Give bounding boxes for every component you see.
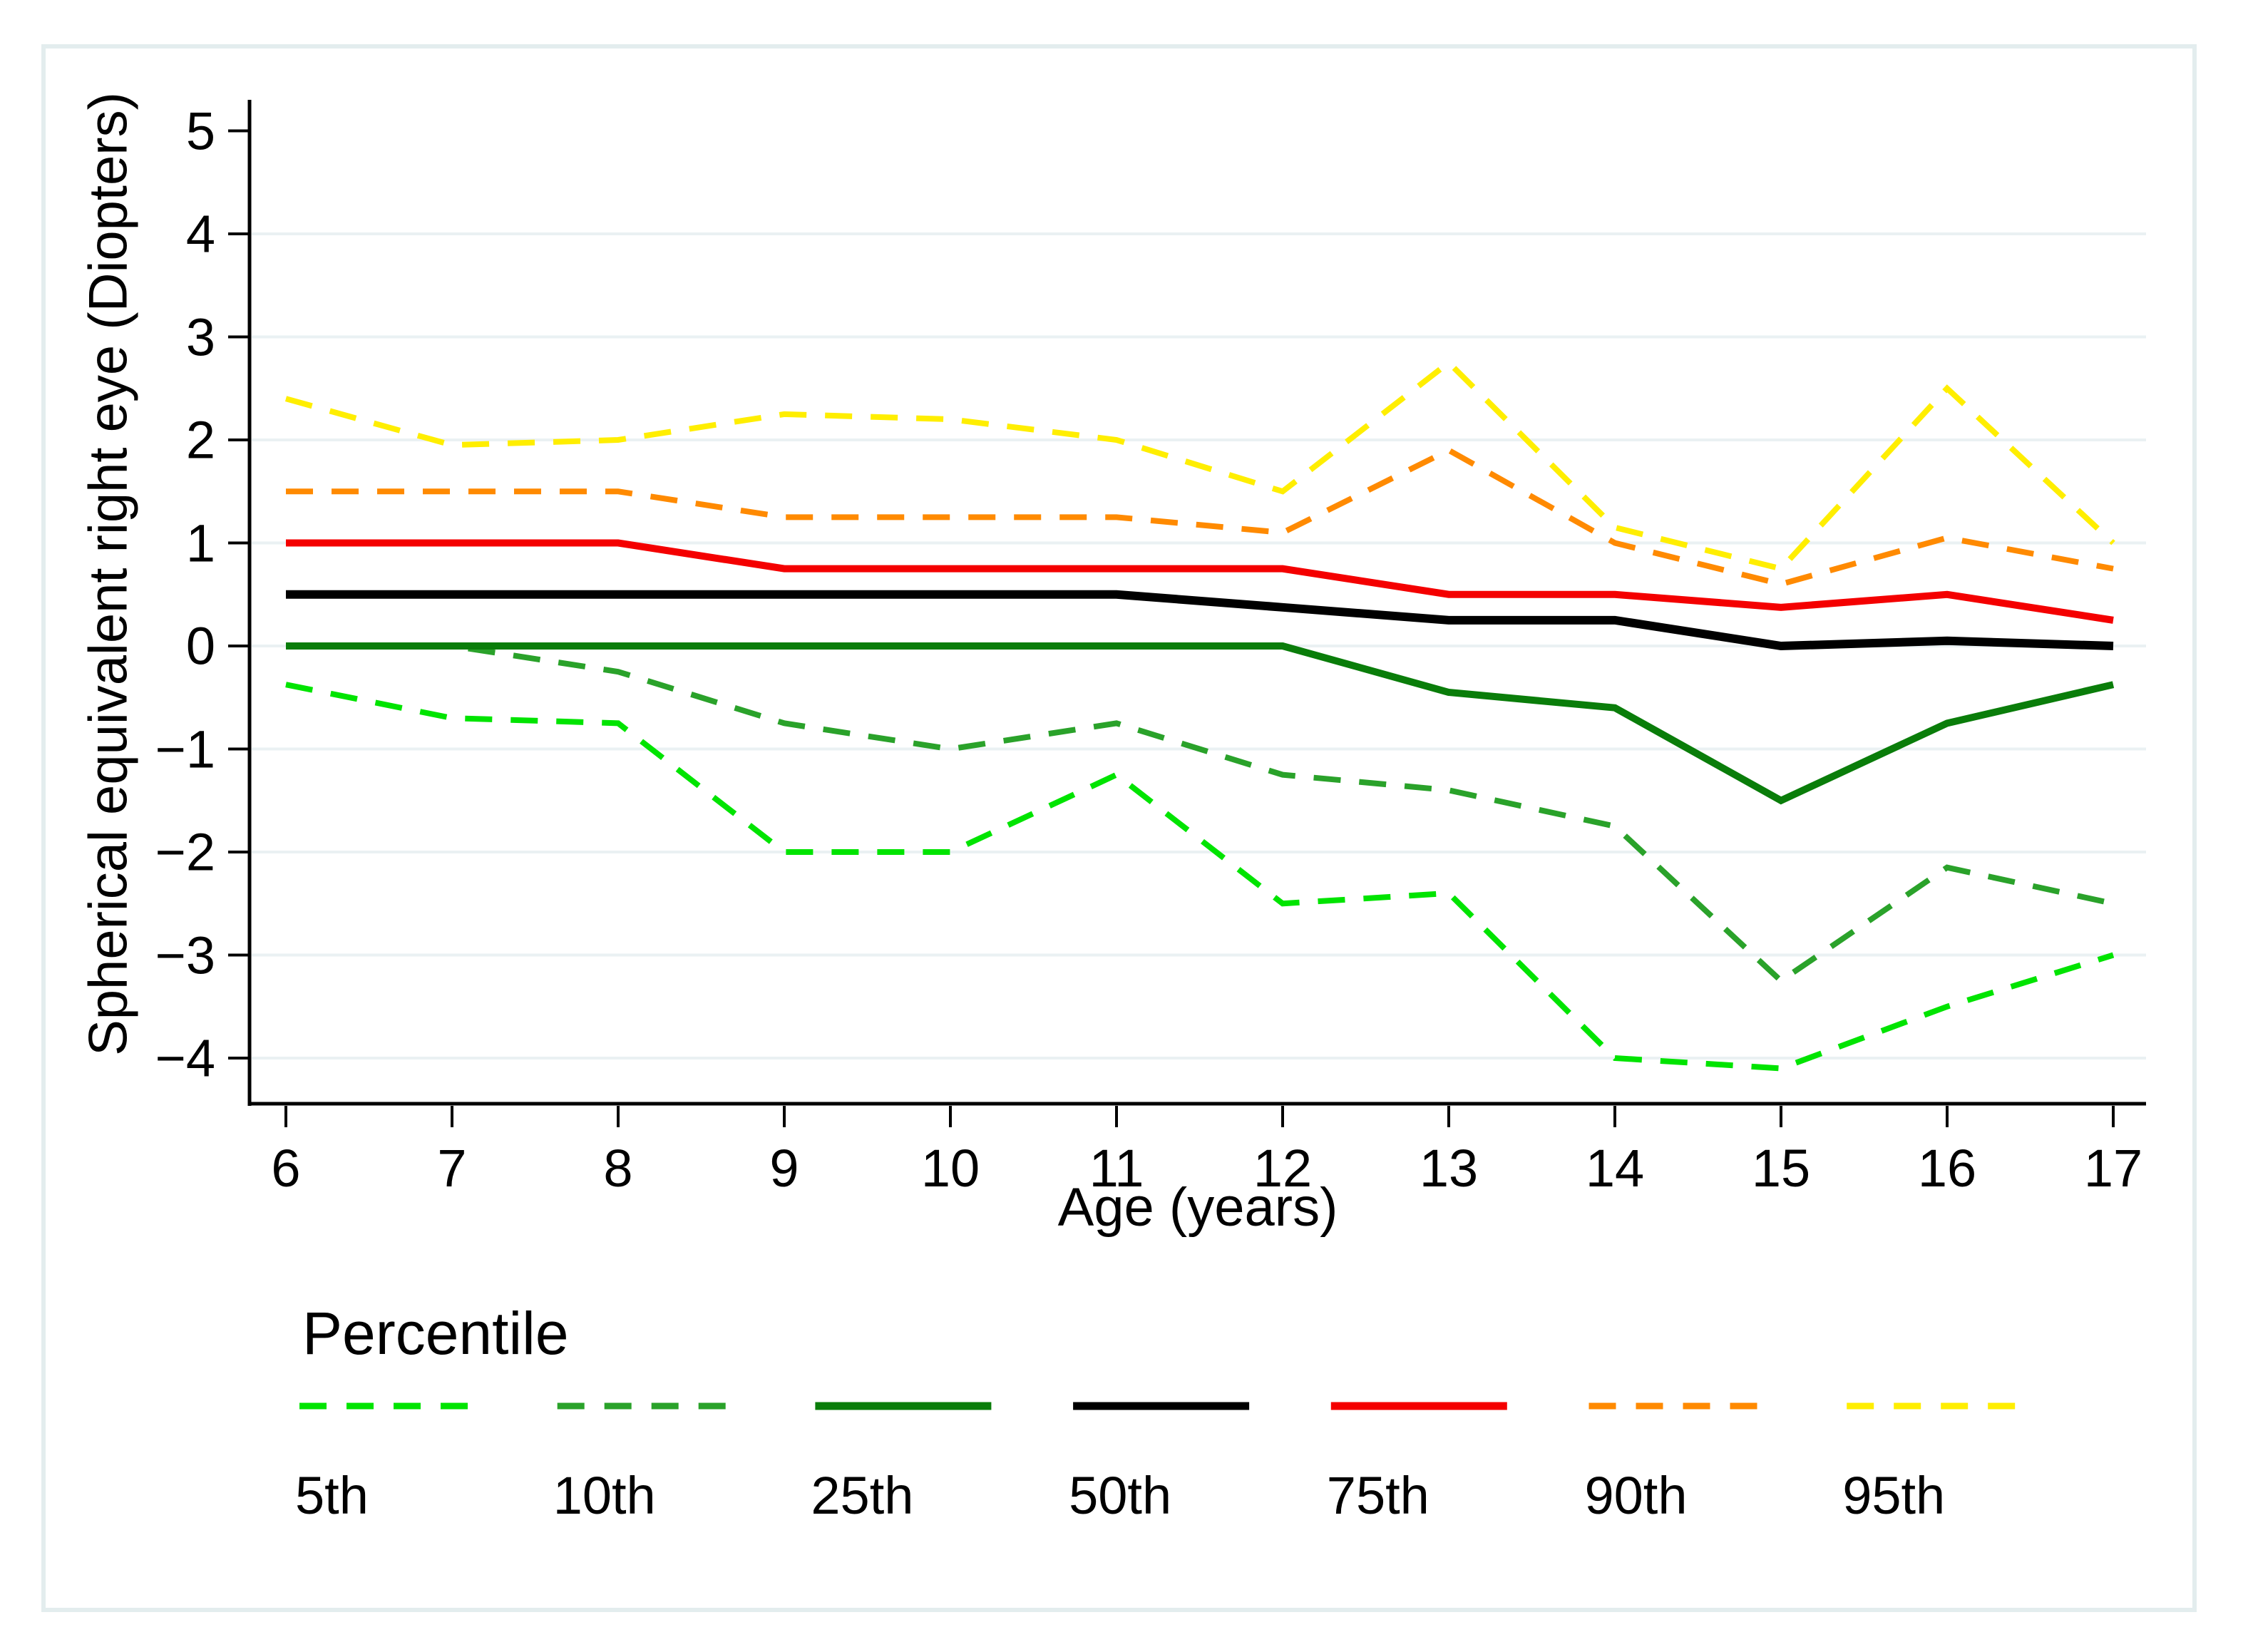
y-tick-label: 2 <box>185 410 215 470</box>
legend-label-75th: 75th <box>1326 1466 1430 1525</box>
series-line-75th <box>286 539 2114 624</box>
series-line-90th <box>286 446 2114 588</box>
x-axis-title: Age (years) <box>1057 1177 1338 1238</box>
x-tick-label: 14 <box>1585 1139 1645 1198</box>
legend-label-5th: 5th <box>295 1466 369 1525</box>
x-tick-label: 7 <box>437 1139 467 1198</box>
y-tick-label: 5 <box>185 101 215 160</box>
legend-label-90th: 90th <box>1584 1466 1688 1525</box>
x-tick-label: 6 <box>271 1139 301 1198</box>
y-tick-label: 3 <box>185 307 215 366</box>
y-tick-label: 0 <box>185 616 215 676</box>
x-tick-label: 10 <box>920 1139 980 1198</box>
x-tick-label: 13 <box>1419 1139 1479 1198</box>
legend-label-50th: 50th <box>1069 1466 1172 1525</box>
legend-label-25th: 25th <box>811 1466 914 1525</box>
y-tick-label: −1 <box>155 719 215 779</box>
x-tick-label: 12 <box>1253 1139 1313 1198</box>
legend-title: Percentile <box>302 1300 569 1367</box>
y-tick-label: 4 <box>185 204 215 264</box>
y-axis-title: Spherical equivalent right eye (Diopters… <box>78 92 139 1056</box>
x-tick-label: 11 <box>1089 1139 1144 1198</box>
x-tick-label: 8 <box>603 1139 633 1198</box>
series-line-95th <box>284 359 2115 573</box>
y-tick-label: −2 <box>155 822 215 882</box>
x-tick-label: 9 <box>769 1139 799 1198</box>
x-tick-label: 15 <box>1751 1139 1811 1198</box>
series-line-50th <box>286 590 2114 651</box>
series-line-25th <box>286 642 2115 805</box>
y-tick-label: 1 <box>185 513 215 573</box>
series-line-10th <box>286 643 2114 985</box>
legend-label-95th: 95th <box>1842 1466 1946 1525</box>
x-tick-label: 16 <box>1917 1139 1977 1198</box>
y-tick-label: −3 <box>155 925 215 985</box>
x-tick-label: 17 <box>2083 1139 2143 1198</box>
series-line-5th <box>285 682 2115 1072</box>
legend-label-10th: 10th <box>553 1466 656 1525</box>
figure-frame <box>41 44 2197 1612</box>
y-tick-label: −4 <box>155 1028 215 1088</box>
